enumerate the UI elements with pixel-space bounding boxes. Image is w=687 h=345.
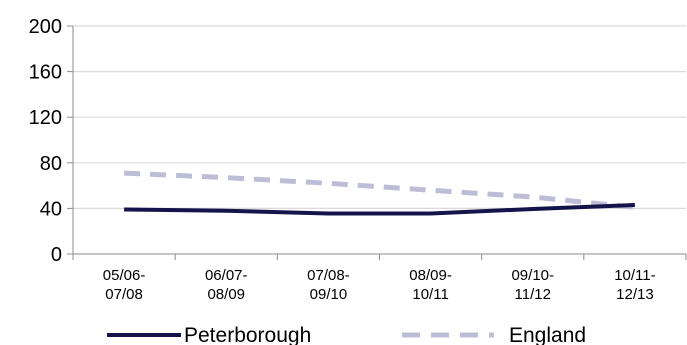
x-tick-label: 05/06- 07/08 xyxy=(103,267,146,303)
x-tick-label-line: 10/11- xyxy=(614,267,655,284)
y-tick-label: 40 xyxy=(40,198,62,220)
y-tick-label: 120 xyxy=(29,107,62,129)
y-tick-label: 0 xyxy=(51,244,62,266)
y-axis-ticks: 0 40 80 120 160 200 xyxy=(29,16,62,266)
x-tick-label-line: 08/09- xyxy=(409,267,452,284)
legend-label-england: England xyxy=(509,324,586,345)
y-tick-label: 160 xyxy=(29,62,62,84)
y-tick-label: 200 xyxy=(29,16,62,38)
axes xyxy=(67,25,687,260)
x-tick-label-line: 05/06- xyxy=(103,267,146,284)
x-tick-label: 08/09- 10/11 xyxy=(409,267,452,303)
legend-label-peterborough: Peterborough xyxy=(184,324,311,345)
y-tick-label: 80 xyxy=(40,153,62,175)
x-tick-label-line: 07/08 xyxy=(105,286,143,303)
x-tick-label: 06/07- 08/09 xyxy=(205,267,248,303)
x-tick-label-line: 09/10 xyxy=(310,286,348,303)
series-line-england xyxy=(123,170,636,210)
x-tick-label-line: 07/08- xyxy=(307,267,350,284)
x-tick-label-line: 08/09 xyxy=(207,286,245,303)
legend: Peterborough England xyxy=(107,324,586,345)
gridlines xyxy=(73,25,686,209)
x-tick-label-line: 12/13 xyxy=(616,286,654,303)
x-axis-ticks: 05/06- 07/08 06/07- 08/09 07/08- 09/10 08/09- 1… xyxy=(103,267,656,303)
x-tick-label-line: 06/07- xyxy=(205,267,248,284)
x-tick-label-line: 11/12 xyxy=(515,286,551,303)
x-tick-label: 10/11- 12/13 xyxy=(614,267,655,303)
series-lines xyxy=(123,170,636,216)
x-tick-label-line: 10/11 xyxy=(412,286,448,303)
x-tick-label: 09/10- 11/12 xyxy=(511,267,554,303)
series-line-peterborough xyxy=(124,203,635,216)
x-tick-label: 07/08- 09/10 xyxy=(307,267,350,303)
x-tick-label-line: 09/10- xyxy=(511,267,554,284)
